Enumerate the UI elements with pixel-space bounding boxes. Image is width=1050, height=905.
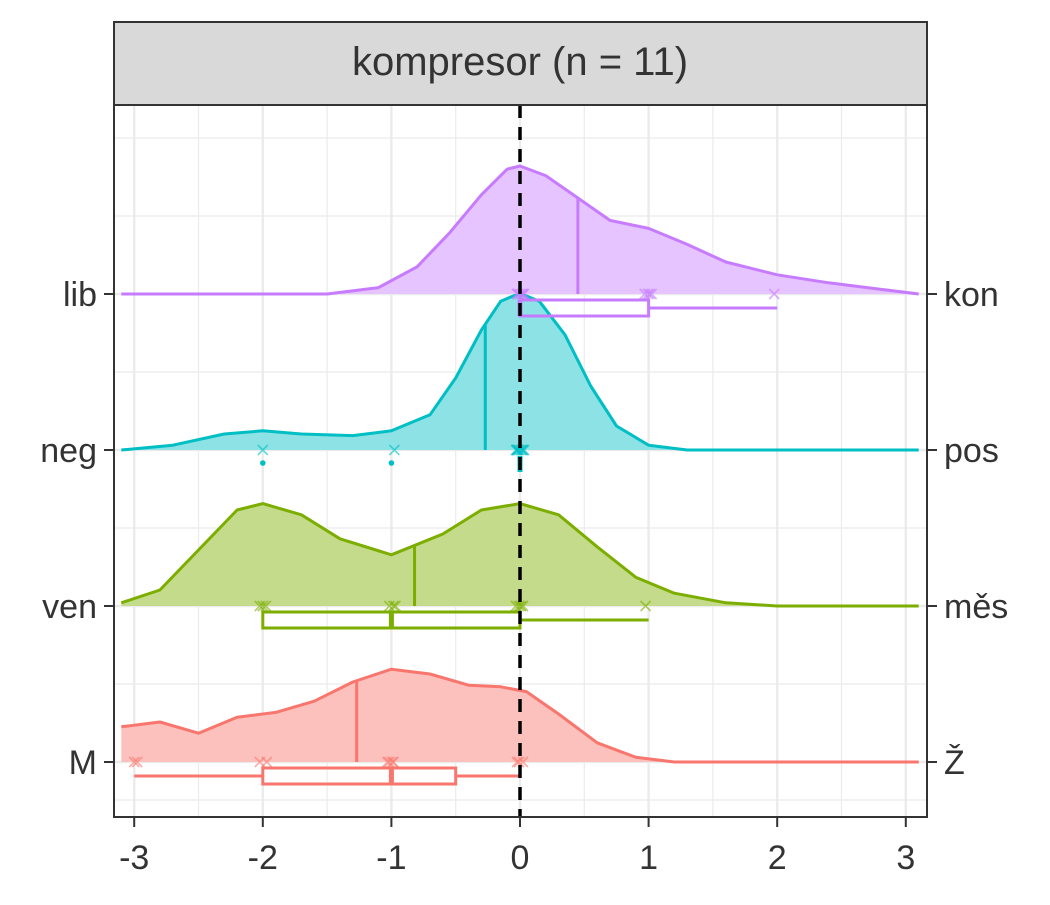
y-left-label: neg (40, 432, 97, 470)
data-point-mark (646, 288, 658, 300)
strip-background (113, 21, 928, 106)
ridge-row (121, 164, 919, 318)
density-area (121, 669, 919, 762)
data-point-mark (515, 444, 527, 456)
data-point-mark (513, 600, 525, 612)
data-point-mark (386, 756, 398, 768)
y-left-label: lib (63, 276, 97, 314)
data-point-mark (254, 600, 266, 612)
x-tick-label: 3 (896, 839, 915, 877)
data-point-mark (383, 756, 395, 768)
data-point-mark (257, 600, 269, 612)
x-tick-label: -1 (376, 839, 406, 877)
data-point-mark (640, 600, 652, 612)
density-line (120, 502, 919, 608)
data-point-mark (642, 288, 654, 300)
data-point-mark (383, 600, 395, 612)
data-point-mark (513, 444, 525, 456)
box-iqr (261, 766, 458, 786)
data-point-mark (513, 756, 525, 768)
chart-title: kompresor (n = 11) (352, 40, 688, 84)
density-line (121, 667, 919, 764)
x-tick-label: 2 (768, 839, 787, 877)
x-tick-label: -3 (119, 839, 149, 877)
data-point-mark (517, 600, 529, 612)
data-point-mark (261, 756, 273, 768)
data-point-mark (768, 288, 780, 300)
density-line (121, 291, 919, 452)
x-tick-label: 1 (639, 839, 658, 877)
box-outlier-point (388, 460, 395, 466)
y-right-label: Ž (944, 744, 965, 782)
data-point-mark (128, 756, 140, 768)
y-left-label: M (69, 744, 97, 782)
box-outlier-point (260, 460, 266, 466)
x-tick-label: -2 (248, 839, 278, 877)
data-point-mark (515, 600, 527, 612)
y-right-label: pos (944, 432, 999, 470)
density-area (121, 166, 919, 294)
data-point-mark (644, 288, 656, 300)
y-left-label: ven (42, 588, 97, 626)
data-point-mark (257, 444, 269, 456)
ridge-row (121, 667, 919, 786)
y-right-label: kon (944, 276, 999, 314)
data-point-mark (381, 756, 393, 768)
y-right-label: měs (944, 588, 1008, 626)
density-line (121, 164, 919, 296)
x-tick-label: 0 (511, 839, 530, 877)
data-point-mark (131, 756, 143, 768)
data-point-mark (387, 600, 399, 612)
data-point-mark (388, 444, 400, 456)
